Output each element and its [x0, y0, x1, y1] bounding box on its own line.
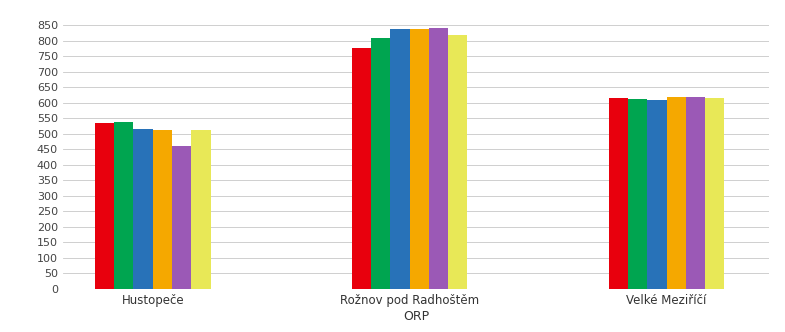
- Bar: [352, 48, 371, 289]
- Bar: [390, 30, 410, 289]
- Bar: [133, 129, 153, 289]
- Bar: [153, 130, 172, 289]
- Bar: [410, 29, 429, 289]
- Bar: [371, 39, 390, 289]
- Bar: [666, 97, 686, 289]
- Bar: [705, 98, 725, 289]
- Bar: [608, 98, 628, 289]
- Bar: [172, 146, 192, 289]
- Bar: [95, 123, 114, 289]
- X-axis label: ORP: ORP: [403, 310, 429, 323]
- Bar: [448, 36, 467, 289]
- Bar: [192, 130, 210, 289]
- Bar: [628, 99, 648, 289]
- Bar: [648, 100, 666, 289]
- Bar: [429, 28, 448, 289]
- Bar: [114, 123, 133, 289]
- Bar: [686, 97, 705, 289]
